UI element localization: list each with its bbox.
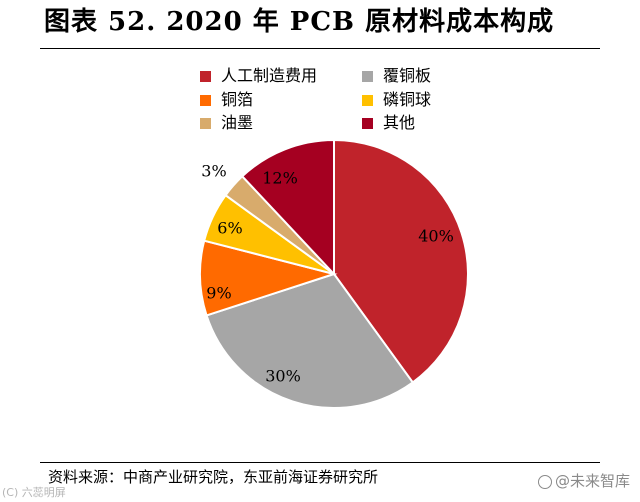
legend-label: 覆铜板 <box>383 66 432 85</box>
legend-item: 其他 <box>362 113 415 133</box>
title-divider <box>40 48 600 49</box>
legend-swatch <box>200 94 211 106</box>
legend-label: 磷铜球 <box>383 90 432 109</box>
source-note: 资料来源：中商产业研究院，东亚前海证券研究所 <box>48 468 379 486</box>
slice-label: 6% <box>217 219 242 238</box>
legend-label: 其他 <box>383 113 416 132</box>
legend-item: 铜箔 <box>200 90 253 110</box>
slice-label: 30% <box>265 367 301 386</box>
watermark: @未来智库 <box>537 470 630 492</box>
legend-item: 人工制造费用 <box>200 66 317 86</box>
legend-swatch <box>362 94 373 106</box>
legend-swatch <box>362 117 373 129</box>
legend-swatch <box>362 70 373 82</box>
legend-label: 铜箔 <box>221 90 254 109</box>
page-title: 图表 52. 2020 年 PCB 原材料成本构成 <box>44 7 555 37</box>
corner-watermark: (C) 六蕊明屏 <box>2 486 66 499</box>
legend-item: 油墨 <box>200 113 253 133</box>
weibo-icon <box>537 474 552 489</box>
slice-label: 9% <box>206 284 231 303</box>
legend-item: 磷铜球 <box>362 90 431 110</box>
legend-item: 覆铜板 <box>362 66 431 86</box>
legend-label: 人工制造费用 <box>221 66 318 85</box>
pie-slice <box>333 138 469 384</box>
slice-label: 3% <box>201 162 226 181</box>
legend-label: 油墨 <box>221 113 254 132</box>
slice-label: 40% <box>418 227 454 246</box>
pie-slice <box>240 138 335 277</box>
slice-label: 12% <box>262 169 298 188</box>
pie-slice <box>205 272 415 409</box>
chart-legend: 人工制造费用 覆铜板 铜箔 磷铜球 油墨 其他 <box>0 0 640 140</box>
legend-swatch <box>200 70 211 82</box>
legend-swatch <box>200 117 211 129</box>
footer-divider <box>40 462 600 463</box>
watermark-text: @未来智库 <box>554 472 630 490</box>
